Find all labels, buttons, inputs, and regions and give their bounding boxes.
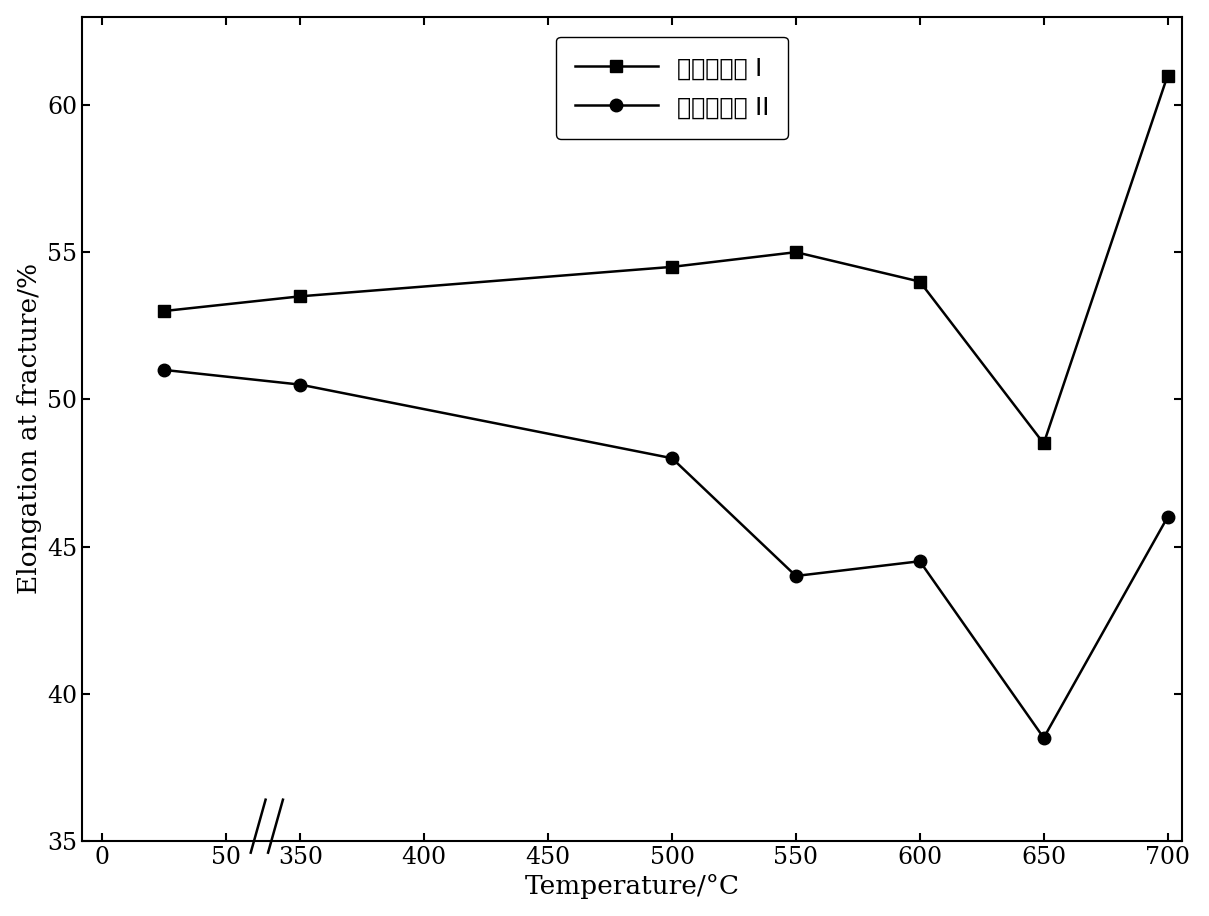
Y-axis label: Elongation at fracture/%: Elongation at fracture/% [17,263,41,594]
X-axis label: Temperature/°C: Temperature/°C [525,874,740,900]
Legend: 热处理制度 I, 热处理制度 II: 热处理制度 I, 热处理制度 II [556,37,788,139]
